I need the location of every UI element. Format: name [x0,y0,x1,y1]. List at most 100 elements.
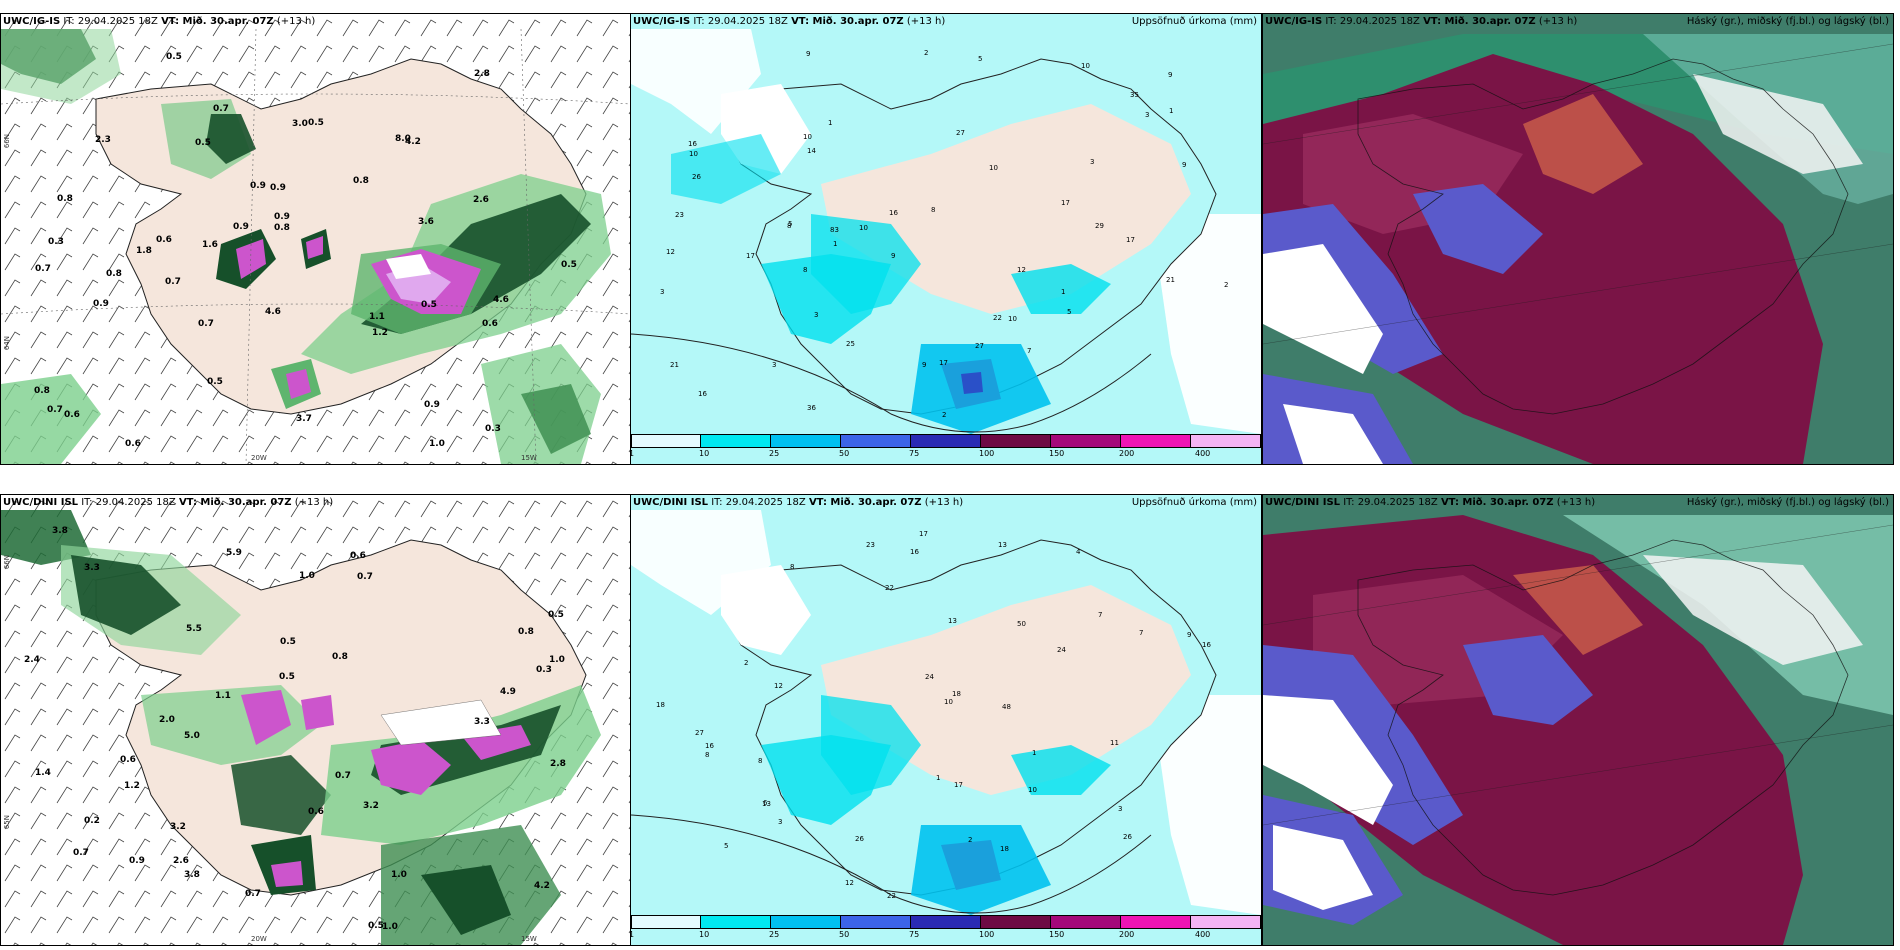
colorbar-segment [911,434,981,448]
map-value-label: 5 [1067,308,1072,316]
map-value-label: 5 [788,220,793,228]
map-value-label: 48 [1002,703,1011,711]
map-value-label: 2 [924,49,929,57]
map-value-label: 1 [828,119,833,127]
colorbar-segment [631,915,701,929]
map-value-label: 10 [989,164,998,172]
map-value-label: 9 [891,252,896,260]
colorbar-segment [1051,434,1121,448]
map-value-label: 0.7 [165,277,181,287]
map-value-label: 23 [675,211,684,219]
map-value-label: 5 [978,55,983,63]
map-value-label: 0.6 [120,755,136,765]
map-value-label: 17 [919,530,928,538]
map-value-label: 17 [954,781,963,789]
map-value-label: 0.9 [274,212,290,222]
map-value-label: 0.9 [270,183,286,193]
map-value-label: 1 [833,240,838,248]
colorbar-segment [841,434,911,448]
map-value-label: 2 [968,836,973,844]
map-value-label: 50 [1017,620,1026,628]
map-value-label: 3.2 [363,801,379,811]
map-value-label: 22 [993,314,1002,322]
rate-panel-title: UWC/DINI ISL IT: 29.04.2025 18Z VT: Mið.… [3,497,334,508]
map-value-label: 8 [790,563,795,571]
lat-66n-label: 66N [3,555,11,570]
map-value-label: 17 [1126,236,1135,244]
map-value-label: 17 [939,359,948,367]
precip-colorbar: 1 10 25 50 75 100 150 200 400 [631,434,1261,458]
map-value-label: 22 [887,892,896,900]
colorbar-tick-label: 25 [769,449,780,458]
colorbar-segment [1121,434,1191,448]
map-value-label: 4.2 [405,137,421,147]
map-value-label: 0.7 [73,848,89,858]
map-value-label: 18 [952,690,961,698]
map-value-label: 1.8 [136,246,152,256]
precip-panel-title: UWC/IG-IS IT: 29.04.2025 18Z VT: Mið. 30… [633,16,946,27]
map-value-label: 1.0 [549,655,565,665]
map-value-label: 3.8 [52,526,68,536]
map-value-label: 36 [807,404,816,412]
colorbar-segment [841,915,911,929]
map-value-label: 0.6 [350,551,366,561]
lat-65n-label: 65N [3,815,11,830]
rate-panel-row2: UWC/DINI ISL IT: 29.04.2025 18Z VT: Mið.… [0,494,632,946]
map-value-label: 16 [705,742,714,750]
map-value-label: 26 [692,173,701,181]
map-value-label: 17 [746,252,755,260]
map-value-label: 3.7 [296,414,312,424]
rate-map [1,495,631,945]
map-value-label: 9 [806,50,811,58]
map-value-label: 0.3 [536,665,552,675]
map-value-label: 24 [1057,646,1066,654]
map-value-label: 3.6 [418,217,434,227]
map-value-label: 27 [975,342,984,350]
map-value-label: 7 [1027,347,1032,355]
map-value-label: 0.5 [279,672,295,682]
colorbar-tick-label: 150 [1049,449,1065,458]
map-value-label: 1 [936,774,941,782]
map-value-label: 17 [1061,199,1070,207]
rate-panel-row1: UWC/IG-IS IT: 29.04.2025 18Z VT: Mið. 30… [0,13,632,465]
map-value-label: 2.3 [95,135,111,145]
colorbar-tick-label: 150 [1049,930,1065,939]
map-value-label: 3.8 [184,870,200,880]
rate-panel-title: UWC/IG-IS IT: 29.04.2025 18Z VT: Mið. 30… [3,16,316,27]
map-value-label: 8 [787,222,792,230]
lat-66n-label: 66N [3,134,11,149]
colorbar-tick-label: 400 [1195,449,1211,458]
cloud-panel-row2: UWC/DINI ISL IT: 29.04.2025 18Z VT: Mið.… [1262,494,1894,946]
map-value-label: 3.2 [170,822,186,832]
map-value-label: 4.9 [500,687,516,697]
map-value-label: 0.7 [357,572,373,582]
map-value-label: 8 [758,757,763,765]
colorbar-tick-label: 200 [1119,449,1135,458]
map-value-label: 12 [774,682,783,690]
map-value-label: 0.7 [335,771,351,781]
map-value-label: 9 [1182,161,1187,169]
map-value-label: 1.0 [391,870,407,880]
map-value-label: 2.6 [473,195,489,205]
map-value-label: 8 [705,751,710,759]
map-value-label: 16 [1202,641,1211,649]
map-value-label: 0.8 [34,386,50,396]
lat-64n-label: 64N [3,336,11,351]
map-value-label: 0.5 [421,300,437,310]
map-value-label: 16 [910,548,919,556]
colorbar-tick-label: 75 [909,449,920,458]
precip-colorbar: 1 10 25 50 75 100 150 200 400 [631,915,1261,939]
map-value-label: 1.2 [372,328,388,338]
map-value-label: 0.7 [47,405,63,415]
map-value-label: 27 [695,729,704,737]
cloud-panel-legend-title: Háský (gr.), miðský (fj.bl.) og lágský (… [1686,16,1889,27]
precip-panel-row2: UWC/DINI ISL IT: 29.04.2025 18Z VT: Mið.… [630,494,1262,946]
map-value-label: 1.6 [202,240,218,250]
map-value-label: 0.9 [250,181,266,191]
map-value-label: 16 [688,140,697,148]
lon-15w-label: 15W [521,935,537,943]
map-value-label: 2 [744,659,749,667]
map-value-label: 8 [931,206,936,214]
map-value-label: 18 [656,701,665,709]
map-value-label: 0.2 [84,816,100,826]
